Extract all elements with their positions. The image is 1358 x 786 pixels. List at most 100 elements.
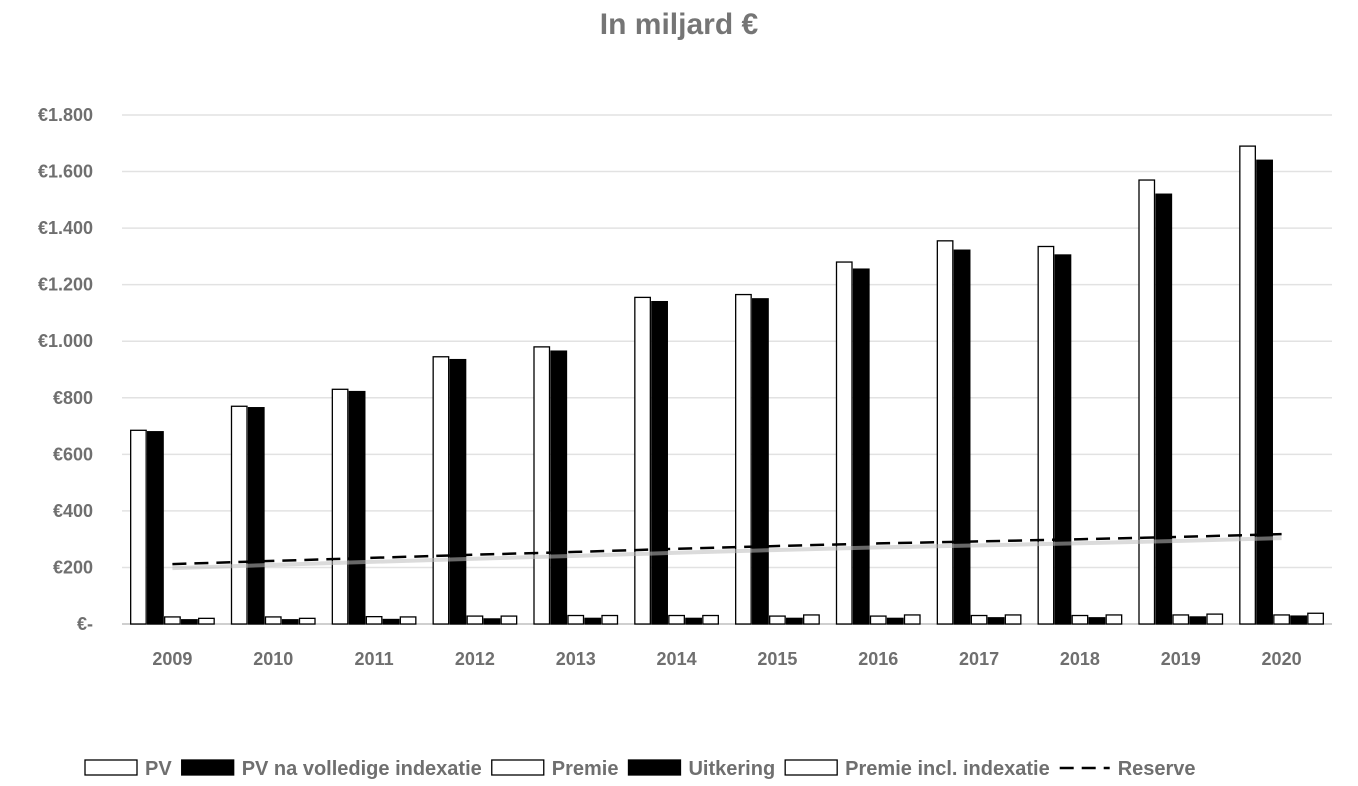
x-tick-label: 2017 bbox=[959, 649, 999, 669]
bar-uitkering-2018 bbox=[1088, 617, 1106, 625]
bar-premie-incl-indexatie-2020 bbox=[1307, 612, 1324, 625]
legend-label-pv-na-volledige-indexatie: PV na volledige indexatie bbox=[242, 758, 482, 780]
legend-label-premie-incl-indexatie: Premie incl. indexatie bbox=[845, 758, 1050, 780]
y-tick-label: €1.600 bbox=[38, 162, 93, 182]
y-tick-label: €600 bbox=[53, 444, 93, 464]
bar-uitkering-2010 bbox=[281, 619, 299, 625]
x-tick-label: 2014 bbox=[657, 649, 697, 669]
bar-pv-2015 bbox=[735, 293, 752, 625]
legend: PV PV na volledige indexatie Premie Uitkeri… bbox=[84, 758, 1196, 780]
bar-premie-2013 bbox=[567, 614, 585, 625]
line-reserve bbox=[172, 532, 1282, 566]
bar-premie-incl-indexatie-2014 bbox=[702, 614, 719, 625]
bar-pv-na-volledige-indexatie-2017 bbox=[953, 249, 971, 625]
x-tick-label: 2019 bbox=[1161, 649, 1201, 669]
bar-premie-2010 bbox=[264, 616, 282, 625]
bar-pv-2020 bbox=[1239, 145, 1256, 625]
bar-uitkering-2009 bbox=[181, 619, 198, 625]
bar-pv-na-volledige-indexatie-2011 bbox=[348, 390, 366, 625]
x-tick-label: 2015 bbox=[757, 649, 797, 669]
bar-pv-2010 bbox=[230, 405, 248, 625]
bar-pv-na-volledige-indexatie-2016 bbox=[852, 268, 870, 625]
bar-premie-incl-indexatie-2011 bbox=[399, 616, 417, 625]
bar-pv-na-volledige-indexatie-2010 bbox=[247, 407, 265, 625]
legend-swatch-pv bbox=[84, 759, 138, 776]
x-tick-label: 2013 bbox=[556, 649, 596, 669]
bar-uitkering-2015 bbox=[786, 617, 803, 625]
bar-pv-na-volledige-indexatie-2012 bbox=[449, 358, 467, 625]
bar-pv-2011 bbox=[331, 388, 349, 625]
bar-pv-2009 bbox=[130, 429, 147, 625]
x-tick-label: 2018 bbox=[1060, 649, 1100, 669]
y-tick-label: €1.400 bbox=[38, 218, 93, 238]
bar-uitkering-2013 bbox=[584, 617, 602, 625]
bar-uitkering-2014 bbox=[685, 617, 702, 625]
y-tick-label: €1.200 bbox=[38, 275, 93, 295]
y-tick-label: €200 bbox=[53, 557, 93, 577]
bar-pv-2014 bbox=[634, 296, 651, 625]
bar-uitkering-2012 bbox=[483, 618, 501, 625]
bar-premie-incl-indexatie-2012 bbox=[500, 615, 518, 625]
legend-label-reserve: Reserve bbox=[1118, 758, 1196, 780]
bar-uitkering-2011 bbox=[382, 618, 400, 625]
bar-premie-incl-indexatie-2013 bbox=[601, 614, 619, 625]
bar-premie-incl-indexatie-2010 bbox=[298, 617, 316, 625]
bar-premie-2016 bbox=[869, 615, 887, 625]
bar-premie-2009 bbox=[164, 616, 181, 625]
bar-pv-2012 bbox=[432, 356, 450, 625]
y-tick-label: €800 bbox=[53, 388, 93, 408]
bar-premie-incl-indexatie-2017 bbox=[1004, 614, 1022, 625]
bar-premie-incl-indexatie-2018 bbox=[1105, 614, 1123, 625]
x-tick-label: 2011 bbox=[355, 649, 394, 669]
chart-title: In miljard € bbox=[599, 8, 759, 41]
legend-label-premie: Premie bbox=[552, 758, 619, 780]
bar-pv-na-volledige-indexatie-2019 bbox=[1155, 193, 1173, 625]
bar-pv-2017 bbox=[936, 240, 954, 625]
reserve-line bbox=[172, 532, 1282, 571]
legend-swatch-premie bbox=[491, 759, 545, 776]
legend-swatch-pv-na-volledige-indexatie bbox=[181, 759, 235, 776]
bar-premie-2017 bbox=[970, 614, 988, 625]
bar-pv-na-volledige-indexatie-2015 bbox=[752, 298, 769, 625]
bar-premie-2014 bbox=[668, 614, 685, 625]
x-tick-label: 2016 bbox=[858, 649, 898, 669]
bar-pv-na-volledige-indexatie-2013 bbox=[550, 350, 568, 625]
bars bbox=[130, 145, 1324, 625]
y-axis-tick-labels: €- €200 €400 €600 €800 €1.000 €1.200 €1.400 €1.6… bbox=[38, 105, 93, 634]
bar-pv-na-volledige-indexatie-2020 bbox=[1256, 159, 1273, 625]
x-tick-label: 2009 bbox=[152, 649, 192, 669]
bar-premie-2020 bbox=[1273, 614, 1290, 625]
y-tick-label: €1.000 bbox=[38, 331, 93, 351]
legend-swatch-premie-incl-indexatie bbox=[784, 759, 838, 776]
bar-premie-2011 bbox=[365, 615, 383, 625]
x-tick-label: 2010 bbox=[253, 649, 293, 669]
bar-premie-incl-indexatie-2015 bbox=[803, 614, 820, 625]
line-shadow-reserve bbox=[172, 536, 1282, 571]
bar-pv-2019 bbox=[1138, 179, 1156, 625]
bar-pv-na-volledige-indexatie-2014 bbox=[651, 300, 668, 625]
x-tick-label: 2020 bbox=[1262, 649, 1302, 669]
y-tick-label: €1.800 bbox=[38, 105, 93, 125]
bar-pv-na-volledige-indexatie-2018 bbox=[1054, 254, 1072, 625]
bar-pv-2018 bbox=[1037, 245, 1055, 625]
y-tick-label: €400 bbox=[53, 501, 93, 521]
bar-premie-2018 bbox=[1071, 614, 1089, 625]
bar-premie-2019 bbox=[1172, 614, 1190, 625]
legend-swatch-uitkering bbox=[627, 759, 682, 776]
legend-label-pv: PV bbox=[145, 758, 172, 780]
legend-label-uitkering: Uitkering bbox=[688, 758, 775, 780]
bar-pv-2013 bbox=[533, 346, 551, 625]
bar-premie-2015 bbox=[769, 615, 786, 625]
bar-premie-incl-indexatie-2009 bbox=[198, 617, 215, 625]
bar-pv-na-volledige-indexatie-2009 bbox=[147, 431, 164, 625]
x-tick-label: 2012 bbox=[455, 649, 495, 669]
bar-pv-2016 bbox=[835, 261, 853, 625]
bar-uitkering-2017 bbox=[987, 617, 1005, 625]
y-tick-label: €- bbox=[77, 614, 93, 634]
bar-premie-incl-indexatie-2016 bbox=[903, 614, 921, 625]
x-axis-tick-labels: 2009 2010 2011 2012 2013 2014 2015 2016 2017 2018… bbox=[152, 649, 1301, 669]
bar-premie-incl-indexatie-2019 bbox=[1206, 613, 1224, 625]
bar-uitkering-2020 bbox=[1290, 615, 1307, 625]
bar-uitkering-2016 bbox=[886, 617, 904, 625]
